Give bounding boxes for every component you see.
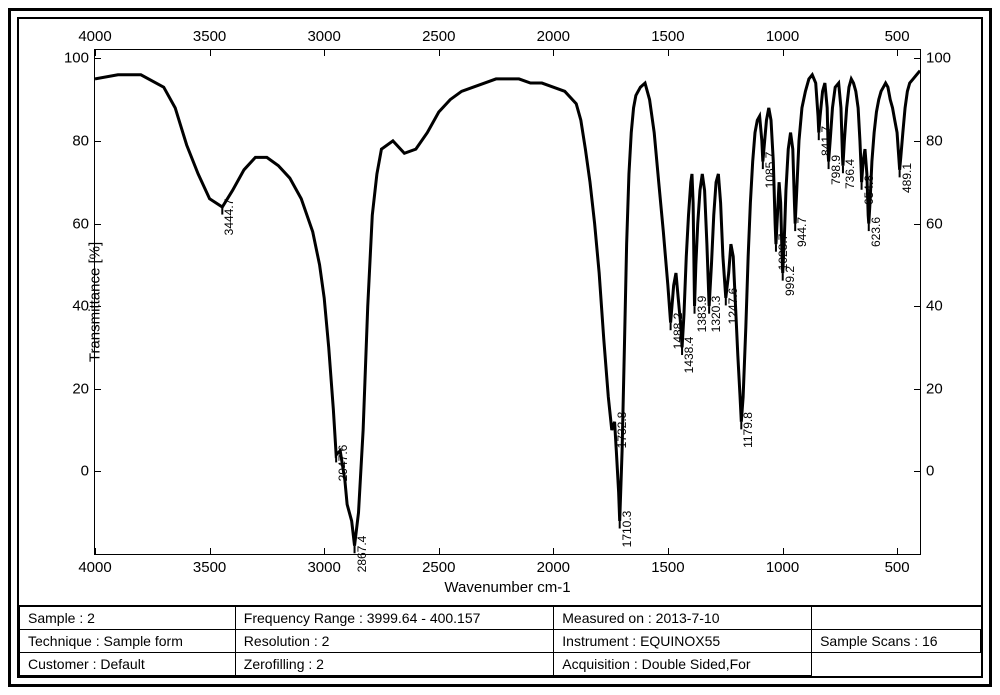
meta-label: Customer : — [28, 656, 100, 672]
peak-label: 1383.9 — [695, 296, 709, 333]
x-tick-label: 500 — [885, 28, 910, 45]
meta-cell: Sample Scans : 16 — [812, 630, 981, 653]
peak-label: 1179.8 — [741, 412, 755, 448]
meta-row: Technique : Sample formResolution : 2Ins… — [20, 630, 981, 653]
meta-value: EQUINOX55 — [640, 633, 720, 649]
meta-value: 2 — [87, 610, 95, 626]
meta-value: Sample form — [104, 633, 183, 649]
plot-box: Transmittance [%] Wavenumber cm-1 400040… — [94, 49, 921, 555]
meta-cell: Instrument : EQUINOX55 — [554, 630, 812, 653]
x-axis-label: Wavenumber cm-1 — [444, 579, 570, 596]
y-tick-label: 100 — [926, 50, 962, 67]
peak-label: 944.7 — [795, 216, 809, 246]
meta-label: Zerofilling : — [244, 656, 316, 672]
peak-label: 1247.6 — [726, 288, 740, 325]
meta-cell: Zerofilling : 2 — [235, 653, 553, 676]
meta-cell: Technique : Sample form — [20, 630, 236, 653]
peak-label: 1710.3 — [620, 511, 634, 548]
meta-value: Default — [100, 656, 144, 672]
meta-value: 16 — [922, 633, 938, 649]
y-tick-label: 60 — [53, 215, 89, 232]
meta-cell: Customer : Default — [20, 653, 236, 676]
y-tick-label: 60 — [926, 215, 962, 232]
meta-label: Measured on : — [562, 610, 655, 626]
meta-label: Sample Scans : — [820, 633, 922, 649]
meta-label: Resolution : — [244, 633, 322, 649]
meta-cell: Sample : 2 — [20, 606, 236, 630]
meta-value: 2013-7-10 — [656, 610, 720, 626]
peak-label: 623.6 — [869, 216, 883, 246]
y-tick-label: 80 — [53, 132, 89, 149]
meta-cell: Acquisition : Double Sided,For — [554, 653, 812, 676]
meta-label: Technique : — [28, 633, 104, 649]
meta-label: Acquisition : — [562, 656, 641, 672]
x-tick-label: 3500 — [193, 559, 226, 576]
meta-value: Double Sided,For — [642, 656, 751, 672]
chart-area: Transmittance [%] Wavenumber cm-1 400040… — [19, 19, 981, 605]
x-tick-label: 1000 — [766, 559, 799, 576]
spectrum-line — [95, 50, 920, 554]
meta-cell: Frequency Range : 3999.64 - 400.157 — [235, 606, 553, 630]
peak-label: 654.8 — [862, 175, 876, 205]
meta-cell: Resolution : 2 — [235, 630, 553, 653]
peak-label: 3444.7 — [222, 199, 236, 236]
meta-cell: Measured on : 2013-7-10 — [554, 606, 812, 630]
y-tick-label: 40 — [53, 298, 89, 315]
peak-label: 1085.7 — [763, 151, 777, 188]
peak-label: 736.4 — [843, 159, 857, 189]
meta-value: 2 — [322, 633, 330, 649]
x-tick-label: 500 — [885, 559, 910, 576]
x-tick-label: 4000 — [78, 559, 111, 576]
x-tick-label: 4000 — [78, 28, 111, 45]
meta-row: Customer : DefaultZerofilling : 2Acquisi… — [20, 653, 981, 676]
x-tick-label: 2500 — [422, 28, 455, 45]
meta-label: Sample : — [28, 610, 87, 626]
y-tick-label: 0 — [926, 463, 962, 480]
meta-value: 2 — [316, 656, 324, 672]
y-tick-label: 0 — [53, 463, 89, 480]
peak-label: 1438.4 — [682, 337, 696, 374]
meta-value: 3999.64 - 400.157 — [367, 610, 481, 626]
x-tick-label: 3000 — [307, 28, 340, 45]
inner-frame: Transmittance [%] Wavenumber cm-1 400040… — [17, 17, 983, 678]
peak-label: 1732.8 — [615, 411, 629, 448]
y-tick-label: 100 — [53, 50, 89, 67]
y-axis-label: Transmittance [%] — [87, 242, 104, 362]
x-tick-label: 1000 — [766, 28, 799, 45]
peak-label: 999.2 — [783, 266, 797, 296]
x-tick-label: 1500 — [651, 28, 684, 45]
outer-frame: Transmittance [%] Wavenumber cm-1 400040… — [8, 8, 992, 687]
x-tick-label: 2000 — [537, 28, 570, 45]
y-tick-label: 20 — [926, 380, 962, 397]
metadata-table: Sample : 2Frequency Range : 3999.64 - 40… — [19, 605, 981, 676]
peak-label: 798.9 — [829, 155, 843, 185]
x-tick-label: 3000 — [307, 559, 340, 576]
peak-label: 489.1 — [900, 163, 914, 193]
x-tick-label: 2000 — [537, 559, 570, 576]
peak-label: 2947.6 — [336, 444, 350, 481]
peak-label: 2867.4 — [355, 535, 369, 572]
peak-label: 1320.3 — [709, 296, 723, 333]
x-tick-label: 2500 — [422, 559, 455, 576]
y-tick-label: 20 — [53, 380, 89, 397]
meta-row: Sample : 2Frequency Range : 3999.64 - 40… — [20, 606, 981, 630]
peak-label: 841.7 — [819, 126, 833, 156]
x-tick-label: 3500 — [193, 28, 226, 45]
meta-label: Frequency Range : — [244, 610, 367, 626]
y-tick-label: 40 — [926, 298, 962, 315]
meta-label: Instrument : — [562, 633, 640, 649]
y-tick-label: 80 — [926, 132, 962, 149]
x-tick-label: 1500 — [651, 559, 684, 576]
